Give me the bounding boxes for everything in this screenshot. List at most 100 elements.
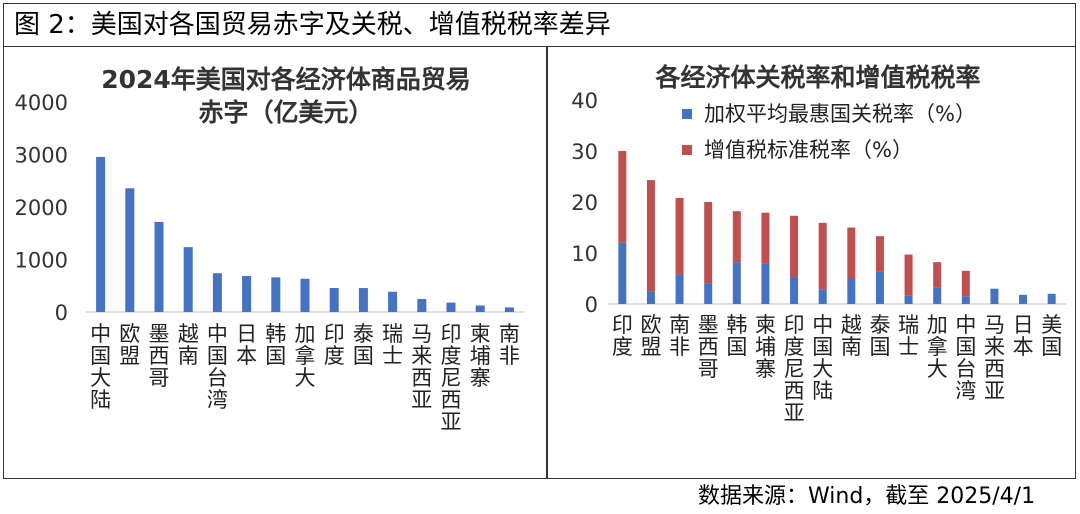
x-category-label: 马来西亚 <box>411 322 432 412</box>
tariff-bar-segment <box>818 289 827 304</box>
x-category-label: 印度 <box>324 322 345 368</box>
x-category-label: 韩国 <box>726 313 747 359</box>
vat-bar-segment <box>646 180 655 292</box>
tariff-bar-segment <box>990 288 999 304</box>
deficit-bar <box>271 277 281 312</box>
tariff-bar-segment <box>847 278 856 304</box>
y-tick-label: 1000 <box>15 249 68 273</box>
tariff-bar-segment <box>933 287 942 304</box>
tariff-bar-segment <box>875 271 884 304</box>
x-category-label: 欧盟 <box>119 322 140 368</box>
tariff-bar-segment <box>646 291 655 304</box>
x-category-label: 墨西哥 <box>149 322 170 390</box>
deficit-bar <box>417 298 427 312</box>
legend-label: 加权平均最惠国关税率（%） <box>704 102 976 126</box>
y-tick-label: 30 <box>571 140 598 164</box>
x-category-label: 美国 <box>1041 313 1062 359</box>
source-note: 数据来源：Wind，截至 2025/4/1 <box>698 484 1036 509</box>
tariff-bar-segment <box>618 242 627 304</box>
deficit-bar <box>504 307 514 312</box>
tariff-bar-segment <box>1047 293 1056 304</box>
panel-divider <box>546 47 548 478</box>
vat-bar-segment <box>704 202 713 284</box>
x-category-label: 泰国 <box>353 322 374 368</box>
x-category-label: 日本 <box>236 322 257 368</box>
x-category-label: 欧盟 <box>640 313 661 359</box>
deficit-bar <box>154 221 164 312</box>
vat-bar-segment <box>961 270 970 297</box>
vat-bar-segment <box>933 262 942 288</box>
tariff-bar-segment <box>790 276 799 304</box>
x-category-label: 印度尼西亚 <box>441 322 462 434</box>
x-category-label: 中国台湾 <box>207 322 228 412</box>
x-category-label: 中国大陆 <box>812 313 833 403</box>
x-category-label: 印度尼西亚 <box>784 313 805 425</box>
legend-label: 增值税标准税率（%） <box>704 138 913 162</box>
x-category-label: 中国台湾 <box>955 313 976 403</box>
y-tick-label: 40 <box>571 89 598 113</box>
x-category-label: 韩国 <box>265 322 286 368</box>
vat-bar-segment <box>790 215 799 277</box>
deficit-bar <box>125 188 135 312</box>
deficit-bar <box>475 305 485 312</box>
figure-frame: 图 2：美国对各国贸易赤字及关税、增值税税率差异 2024年美国对各经济体商品贸… <box>3 3 1076 479</box>
figure-title: 图 2：美国对各国贸易赤字及关税、增值税税率差异 <box>14 10 611 40</box>
x-category-label: 柬埔寨 <box>470 322 491 390</box>
deficit-bar <box>358 288 368 312</box>
vat-bar-segment <box>847 227 856 279</box>
x-category-label: 柬埔寨 <box>755 313 776 381</box>
y-tick-label: 4000 <box>15 91 68 115</box>
vat-bar-segment <box>904 254 913 296</box>
x-category-label: 加拿大 <box>295 322 316 390</box>
deficit-bar <box>183 247 193 312</box>
deficit-bar <box>300 278 310 312</box>
tariff-bar-segment <box>675 274 684 304</box>
chart-title-line-1: 2024年美国对各经济体商品贸易 <box>101 65 471 94</box>
vat-bar-segment <box>618 151 627 243</box>
x-category-label: 印度 <box>612 313 633 359</box>
deficit-bar <box>212 273 222 312</box>
tax-rate-chart: 各经济体关税率和增值税税率 0 10 20 30 40 加权平均最惠国关税率（%） 增值税标准… <box>571 63 1066 425</box>
tariff-bar-segment <box>961 296 970 304</box>
y-tick-label: 10 <box>571 242 598 266</box>
x-category-label: 日本 <box>1013 313 1034 359</box>
y-tick-label: 20 <box>571 191 598 215</box>
x-category-label: 中国大陆 <box>90 322 111 412</box>
tariff-bar-segment <box>761 263 770 304</box>
x-category-label: 南非 <box>499 322 520 368</box>
vat-bar-segment <box>875 236 884 272</box>
x-category-label: 墨西哥 <box>698 313 719 381</box>
y-tick-label: 2000 <box>15 196 68 220</box>
legend-swatch <box>682 145 692 155</box>
figure-header: 图 2：美国对各国贸易赤字及关税、增值税税率差异 <box>4 4 1075 47</box>
tariff-bar-segment <box>732 262 741 304</box>
tariff-bar-segment <box>704 283 713 304</box>
x-category-label: 越南 <box>178 322 199 368</box>
x-category-label: 泰国 <box>869 313 890 359</box>
legend-swatch <box>682 109 692 119</box>
x-category-label: 南非 <box>669 313 690 359</box>
chart-title: 各经济体关税率和增值税税率 <box>654 63 980 92</box>
deficit-bar <box>388 291 398 312</box>
vat-bar-segment <box>732 211 741 263</box>
x-category-label: 越南 <box>841 313 862 359</box>
y-tick-label: 0 <box>585 293 598 317</box>
deficit-bar <box>242 276 252 312</box>
tariff-bar-segment <box>1019 294 1028 304</box>
y-tick-label: 3000 <box>15 144 68 168</box>
tax-rate-chart-panel: 各经济体关税率和增值税税率 0 10 20 30 40 加权平均最惠国关税率（%） 增值税标准… <box>548 48 1075 478</box>
tariff-bar-segment <box>904 295 913 304</box>
x-category-label: 瑞士 <box>382 322 403 368</box>
x-category-label: 瑞士 <box>898 313 919 359</box>
y-tick-label: 0 <box>55 301 68 325</box>
chart-title-line-2: 赤字（亿美元） <box>198 98 373 127</box>
deficit-chart-panel: 2024年美国对各经济体商品贸易 赤字（亿美元） 0 1000 2000 3000 4000… <box>4 48 546 478</box>
vat-bar-segment <box>761 212 770 264</box>
deficit-bar <box>96 156 106 312</box>
vat-bar-segment <box>675 197 684 275</box>
x-category-label: 加拿大 <box>927 313 948 381</box>
deficit-bar <box>446 302 456 312</box>
deficit-bar <box>329 288 339 312</box>
x-category-label: 马来西亚 <box>984 313 1005 403</box>
